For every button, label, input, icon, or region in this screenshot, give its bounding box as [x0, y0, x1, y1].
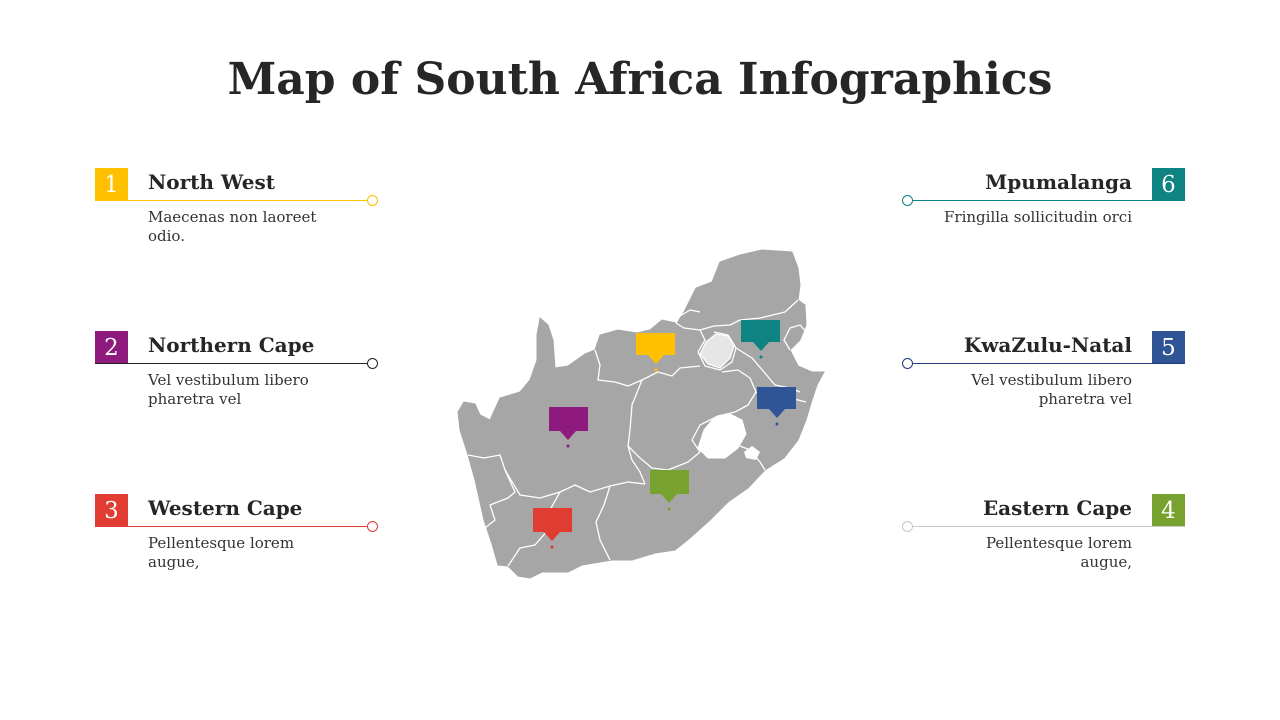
map-pin-icon [741, 320, 780, 342]
legend-item-north-west[interactable]: 1 North West Maecenas non laoreet odio. [95, 168, 385, 248]
region-description: Pellentesque lorem augue, [985, 534, 1132, 571]
region-name: Mpumalanga [985, 170, 1132, 194]
number-badge: 4 [1152, 494, 1185, 527]
connector-line [95, 526, 371, 527]
map-pin-pointer [753, 342, 769, 351]
connector-line [909, 200, 1185, 201]
map-pin-dot [759, 355, 763, 359]
region-description: Fringilla sollicitudin orci [944, 208, 1132, 226]
region-description: Vel vestibulum libero pharetra vel [971, 371, 1132, 408]
connector-dot [367, 521, 378, 532]
map-pin-dot [667, 507, 671, 511]
map-pin-dot [654, 368, 658, 372]
region-description: Vel vestibulum libero pharetra vel [148, 371, 309, 408]
region-name: Northern Cape [148, 333, 315, 357]
map-pin-icon [549, 407, 588, 431]
legend-item-northern-cape[interactable]: 2 Northern Cape Vel vestibulum libero ph… [95, 331, 385, 411]
map-pin-pointer [544, 532, 560, 541]
legend-item-western-cape[interactable]: 3 Western Cape Pellentesque lorem augue, [95, 494, 385, 574]
connector-line [909, 363, 1185, 364]
connector-dot [367, 358, 378, 369]
marker-north-west[interactable] [636, 333, 675, 372]
map-pin-pointer [560, 431, 576, 440]
map-pin-dot [775, 422, 779, 426]
connector-line [95, 200, 371, 201]
number-badge: 2 [95, 331, 128, 364]
legend-item-mpumalanga[interactable]: 6 Mpumalanga Fringilla sollicitudin orci [895, 168, 1185, 248]
lesotho-region [697, 413, 747, 459]
region-name: Western Cape [148, 496, 303, 520]
connector-dot [367, 195, 378, 206]
marker-northern-cape[interactable] [549, 407, 588, 448]
map-pin-pointer [769, 409, 785, 418]
marker-eastern-cape[interactable] [650, 470, 689, 511]
marker-mpumalanga[interactable] [741, 320, 780, 359]
country-land [457, 249, 825, 579]
marker-western-cape[interactable] [533, 508, 572, 549]
map-pin-dot [566, 444, 570, 448]
map-pin-icon [650, 470, 689, 494]
number-badge: 3 [95, 494, 128, 527]
enclave-region [744, 446, 760, 460]
number-badge: 6 [1152, 168, 1185, 201]
connector-dot [902, 358, 913, 369]
connector-dot [902, 195, 913, 206]
gauteng-region [699, 333, 735, 369]
legend-item-kwazulu-natal[interactable]: 5 KwaZulu-Natal Vel vestibulum libero ph… [895, 331, 1185, 411]
map-pin-icon [636, 333, 675, 355]
connector-line [95, 363, 371, 364]
connector-line [909, 526, 1185, 527]
country-outline [457, 249, 825, 579]
map-pin-dot [550, 545, 554, 549]
map-pin-icon [533, 508, 572, 532]
map-pin-icon [757, 387, 796, 409]
region-name: Eastern Cape [982, 496, 1132, 520]
connector-dot [902, 521, 913, 532]
page-title: Map of South Africa Infographics [227, 54, 1053, 105]
region-name: North West [148, 170, 275, 194]
marker-kwazulu-natal[interactable] [757, 387, 796, 426]
region-description: Pellentesque lorem augue, [148, 534, 295, 571]
number-badge: 5 [1152, 331, 1185, 364]
legend-item-eastern-cape[interactable]: 4 Eastern Cape Pellentesque lorem augue, [895, 494, 1185, 574]
south-africa-map [457, 249, 825, 579]
map-pin-pointer [648, 355, 664, 364]
region-name: KwaZulu-Natal [963, 333, 1132, 357]
region-description: Maecenas non laoreet odio. [148, 208, 317, 245]
number-badge: 1 [95, 168, 128, 201]
map-pin-pointer [661, 494, 677, 503]
